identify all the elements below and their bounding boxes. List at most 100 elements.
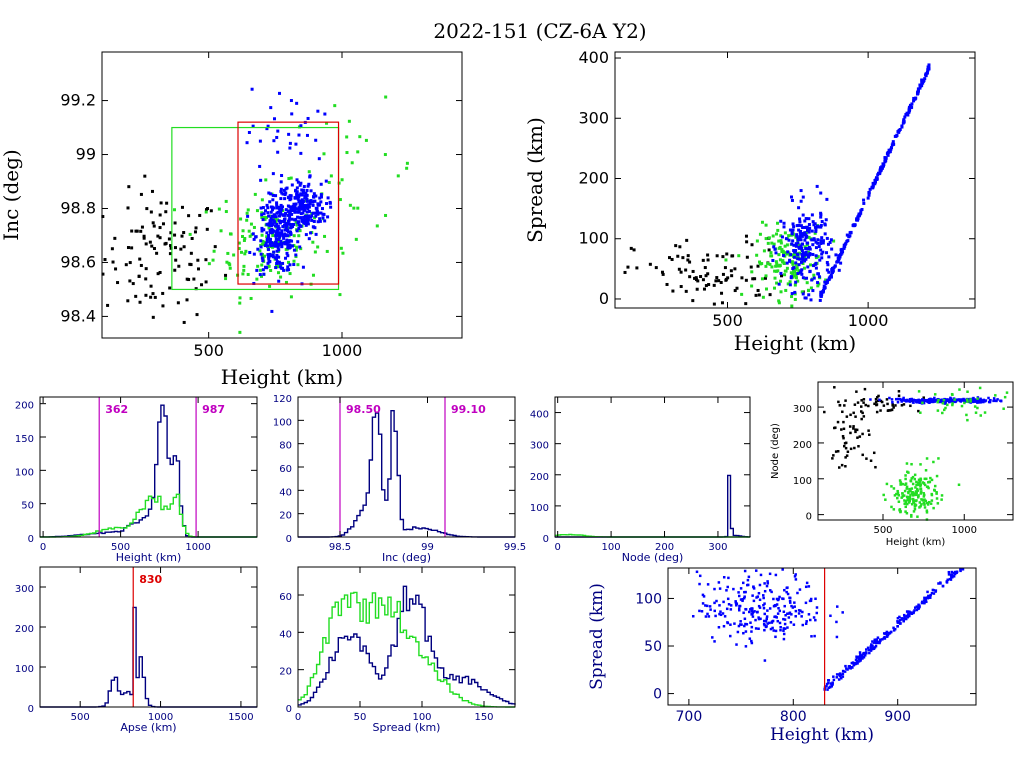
data-point <box>908 610 911 613</box>
data-point <box>859 410 863 413</box>
data-point <box>884 498 887 501</box>
data-point <box>915 605 919 608</box>
data-point <box>292 248 296 252</box>
data-point <box>916 481 920 484</box>
data-point <box>954 400 958 403</box>
data-point <box>249 222 253 226</box>
data-point <box>899 482 903 485</box>
data-point <box>838 466 841 469</box>
data-point <box>911 497 915 501</box>
data-point <box>908 397 912 401</box>
data-point <box>862 415 866 418</box>
data-point <box>875 177 879 181</box>
data-point <box>275 135 279 139</box>
data-point <box>285 251 289 255</box>
data-point <box>841 410 844 414</box>
data-point <box>291 205 295 209</box>
y-tick-label: 98.6 <box>60 252 96 271</box>
data-point <box>794 615 797 618</box>
data-point <box>756 264 760 268</box>
data-point <box>260 233 264 237</box>
data-point <box>797 228 801 232</box>
data-point <box>782 637 786 641</box>
data-point <box>268 259 272 263</box>
data-point <box>1002 407 1005 411</box>
data-point <box>684 268 688 272</box>
data-point <box>776 619 780 623</box>
data-point <box>725 589 728 592</box>
data-point <box>323 234 327 238</box>
data-point <box>151 221 155 225</box>
data-point <box>811 289 815 293</box>
data-point <box>755 253 759 257</box>
data-point <box>816 272 820 276</box>
data-point <box>971 400 975 404</box>
data-point <box>804 257 808 261</box>
data-point <box>946 578 949 582</box>
data-point <box>779 625 782 629</box>
data-point <box>271 193 275 197</box>
data-point <box>164 210 168 214</box>
data-point <box>915 400 918 403</box>
data-point <box>229 232 233 236</box>
data-point <box>285 238 289 242</box>
data-point <box>948 400 951 404</box>
data-point <box>809 298 813 302</box>
data-point <box>322 152 326 156</box>
data-point <box>771 234 775 238</box>
y-tick-label: 100 <box>578 229 609 248</box>
selection-box <box>171 126 340 291</box>
data-point <box>247 229 251 233</box>
data-point <box>976 401 980 404</box>
data-point <box>931 588 935 592</box>
data-point <box>812 276 816 280</box>
data-point <box>704 284 708 288</box>
data-point <box>156 272 160 276</box>
data-point <box>156 234 160 238</box>
data-point <box>932 460 935 464</box>
x-tick-label: 1000 <box>185 542 210 553</box>
data-point <box>725 252 729 256</box>
data-point <box>859 659 862 662</box>
histogram-line <box>40 404 257 538</box>
data-point <box>113 236 117 240</box>
data-point <box>760 277 764 281</box>
data-point <box>865 457 868 460</box>
data-point <box>765 584 769 588</box>
data-point <box>790 260 794 264</box>
data-point <box>313 216 317 220</box>
data-point <box>920 601 924 605</box>
data-point <box>894 134 898 138</box>
data-point <box>816 241 820 245</box>
histogram-line <box>555 474 751 538</box>
data-point <box>914 490 918 493</box>
data-point <box>718 604 721 607</box>
data-point <box>286 234 290 238</box>
data-point <box>822 287 826 291</box>
data-point <box>743 595 746 598</box>
data-point <box>735 604 738 607</box>
data-point <box>913 399 917 402</box>
data-point <box>803 225 807 229</box>
data-point <box>350 161 354 165</box>
data-point <box>804 247 808 251</box>
data-point <box>918 604 921 608</box>
data-point <box>907 495 910 499</box>
data-point <box>149 295 153 299</box>
data-point <box>127 185 131 189</box>
data-point <box>750 625 754 629</box>
data-point <box>844 664 847 668</box>
page-title: 2022-151 (CZ-6A Y2) <box>433 19 646 43</box>
data-point <box>827 679 830 682</box>
y-tick-label: 200 <box>15 624 34 635</box>
data-point <box>273 243 277 247</box>
data-point <box>709 608 712 611</box>
data-point <box>269 244 273 248</box>
data-point <box>758 232 762 236</box>
data-point <box>224 273 228 277</box>
data-point <box>800 615 803 618</box>
data-point <box>878 398 881 402</box>
data-point <box>917 606 920 609</box>
data-point <box>922 495 926 498</box>
data-point <box>325 249 329 253</box>
